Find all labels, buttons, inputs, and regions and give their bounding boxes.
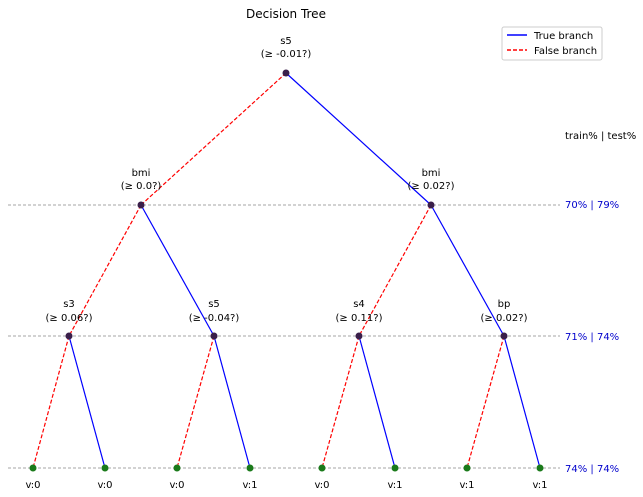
node-condition: (≥ 0.0?)	[121, 181, 162, 192]
level-1-accuracy: 70% | 79%	[565, 200, 619, 211]
leaf-label: v:1	[387, 480, 402, 491]
edge-false	[466, 335, 505, 469]
node-feature: s3	[63, 299, 75, 310]
leaf-node	[29, 464, 37, 472]
leaf-node	[536, 464, 544, 472]
leaf-label: v:0	[169, 480, 184, 491]
tree-node	[210, 332, 218, 340]
edge-true	[68, 335, 106, 469]
edge-false	[358, 204, 432, 337]
leaf-node	[463, 464, 471, 472]
leaf-node	[391, 464, 399, 472]
tree-node	[500, 332, 508, 340]
leaf-node	[173, 464, 181, 472]
leaf-node	[318, 464, 326, 472]
node-condition: (≥ 0.02?)	[481, 313, 528, 324]
legend-false-label: False branch	[534, 46, 597, 57]
accuracy-header: train% | test%	[565, 131, 636, 142]
leaf-node	[101, 464, 109, 472]
node-condition: (≥ 0.11?)	[336, 313, 383, 324]
tree-node	[65, 332, 73, 340]
edge-true	[503, 335, 541, 469]
leaf-label: v:0	[25, 480, 40, 491]
node-condition: (≥ -0.01?)	[261, 49, 312, 60]
edge-false	[176, 335, 215, 469]
leaf-label: v:0	[314, 480, 329, 491]
edge-false	[68, 204, 142, 337]
tree-node	[355, 332, 363, 340]
edge-true	[140, 204, 215, 337]
node-condition: (≥ -0.04?)	[189, 313, 240, 324]
level-2-accuracy: 71% | 74%	[565, 332, 619, 343]
legend-true-label: True branch	[533, 31, 593, 42]
leaf-label: v:0	[97, 480, 112, 491]
edge-true	[213, 335, 251, 469]
node-feature: s5	[280, 36, 292, 47]
edge-true	[358, 335, 396, 469]
node-condition: (≥ 0.06?)	[46, 313, 93, 324]
node-condition: (≥ 0.02?)	[408, 181, 455, 192]
legend: True branch False branch	[501, 26, 603, 61]
edge-true	[430, 204, 505, 337]
leaf-label: v:1	[459, 480, 474, 491]
node-feature: bmi	[422, 168, 441, 179]
edge-false	[32, 335, 70, 469]
tree-node	[282, 69, 290, 77]
chart-title: Decision Tree	[246, 7, 326, 21]
edge-false	[140, 72, 287, 206]
level-3-accuracy: 74% | 74%	[565, 464, 619, 475]
node-feature: s5	[208, 299, 220, 310]
leaf-label: v:1	[532, 480, 547, 491]
node-feature: s4	[353, 299, 365, 310]
node-feature: bmi	[132, 168, 151, 179]
edge-false	[321, 335, 360, 469]
leaf-node	[246, 464, 254, 472]
node-feature: bp	[498, 299, 511, 310]
edge-true	[285, 72, 432, 206]
tree-node	[427, 201, 435, 209]
leaf-label: v:1	[242, 480, 257, 491]
tree-node	[137, 201, 145, 209]
